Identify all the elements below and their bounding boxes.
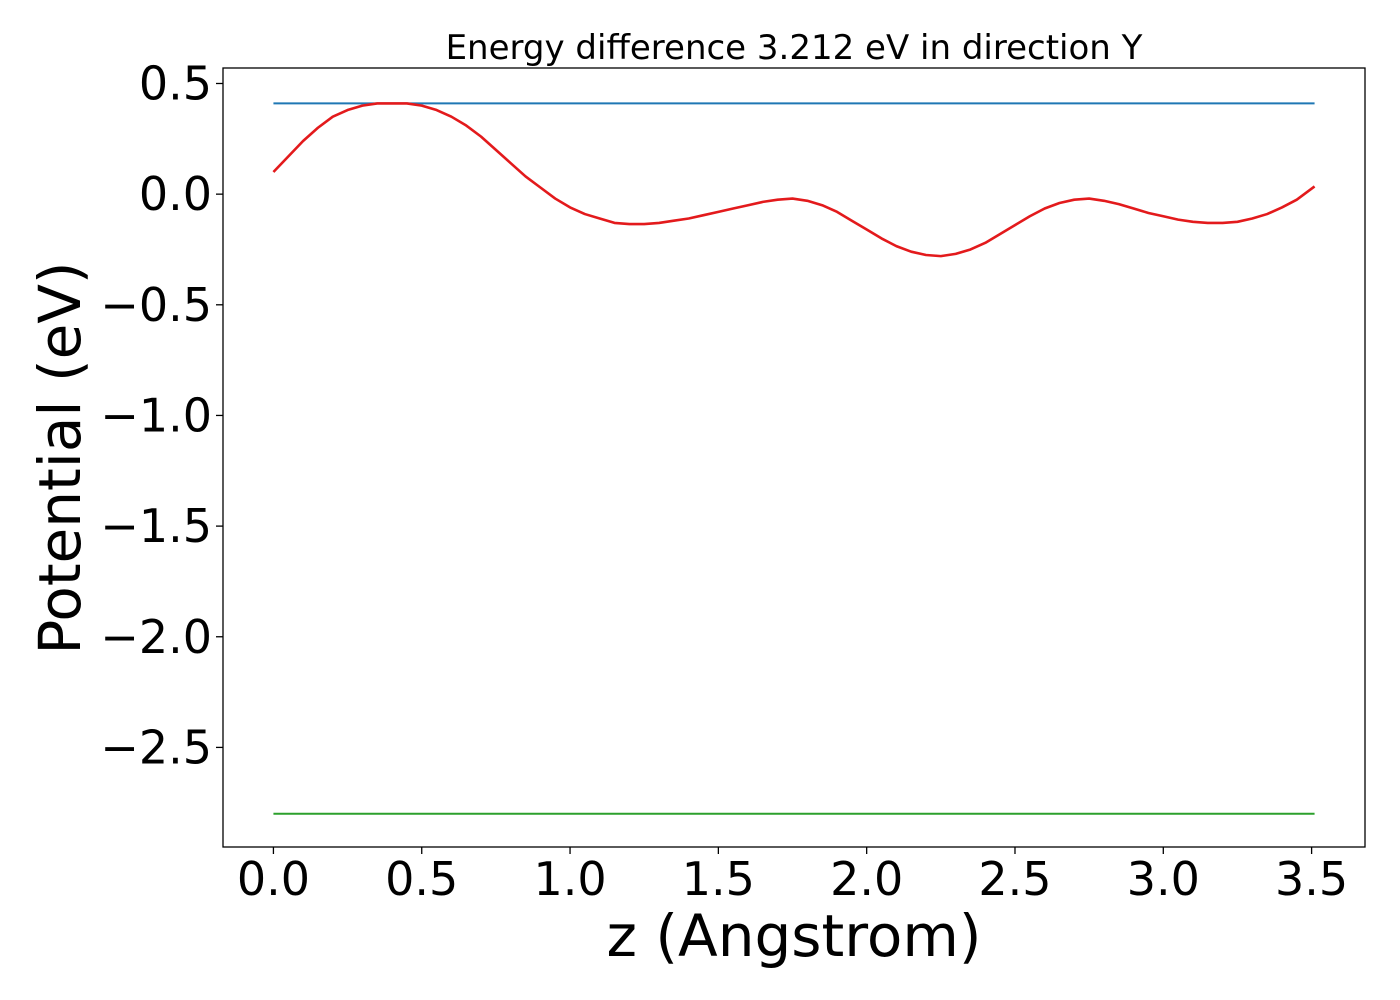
y-axis: 0.5 0.0 −0.5 −1.0 −1.5 −2.0 −2.5 [100, 56, 223, 774]
plot-frame [222, 67, 1366, 848]
y-tick-label: −1.5 [100, 499, 212, 553]
y-tick-label: −2.5 [100, 720, 212, 774]
x-tick-label: 0.0 [237, 852, 310, 906]
x-tick-label: 0.5 [385, 852, 458, 906]
x-axis: 0.0 0.5 1.0 1.5 2.0 2.5 3.0 3.5 [237, 847, 1348, 906]
y-tick-label: −0.5 [100, 278, 212, 332]
x-tick-label: 1.0 [533, 852, 606, 906]
y-tick-label: −2.0 [100, 610, 212, 664]
plot-layer [272, 102, 1316, 815]
series-line-3 [272, 102, 1316, 258]
y-tick-label: −1.0 [100, 388, 212, 442]
y-axis-label: Potential (eV) [26, 261, 94, 654]
x-axis-label: z (Angstrom) [607, 902, 982, 970]
y-tick-label: 0.0 [139, 167, 212, 221]
x-tick-label: 1.5 [682, 852, 755, 906]
y-tick-label: 0.5 [139, 56, 212, 110]
x-tick-label: 2.5 [978, 852, 1051, 906]
chart-title: Energy difference 3.212 eV in direction … [446, 28, 1143, 68]
x-tick-label: 3.5 [1275, 852, 1348, 906]
x-tick-label: 3.0 [1127, 852, 1200, 906]
x-tick-label: 2.0 [830, 852, 903, 906]
